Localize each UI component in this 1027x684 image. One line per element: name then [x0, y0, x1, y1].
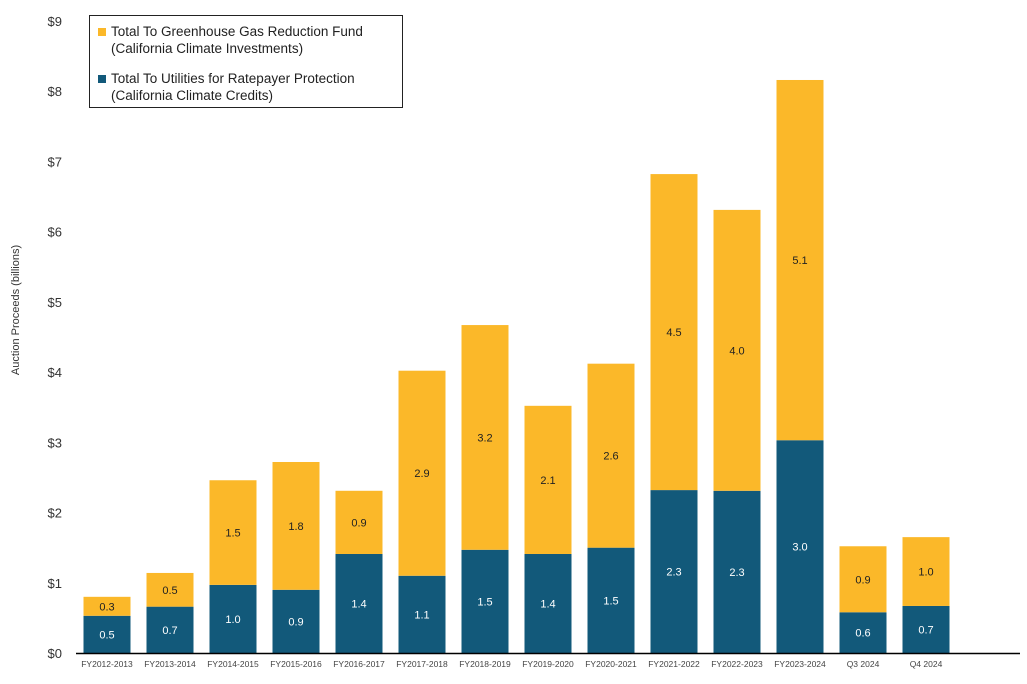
- bar-segment-ggrf: [650, 174, 698, 491]
- data-label: 1.4: [540, 598, 555, 610]
- data-label: 4.0: [729, 345, 744, 357]
- data-label: 1.5: [225, 528, 240, 540]
- bar-segment-ggrf: [272, 461, 320, 590]
- bar-segment-utilities: [272, 589, 320, 653]
- x-tick-label: FY2018-2019: [459, 659, 511, 669]
- legend-item-ggrf: Total To Greenhouse Gas Reduction Fund (…: [98, 23, 363, 57]
- bar-segment-ggrf: [902, 537, 950, 606]
- bar-segment-utilities: [839, 612, 887, 653]
- x-tick-label: FY2016-2017: [333, 659, 385, 669]
- data-label: 3.0: [792, 542, 807, 554]
- x-tick-label: FY2021-2022: [648, 659, 700, 669]
- y-tick-label: $2: [48, 506, 62, 521]
- data-label: 0.9: [351, 517, 366, 529]
- y-tick-label: $3: [48, 435, 62, 450]
- y-axis-label: Auction Proceeds (billions): [10, 245, 22, 375]
- data-label: 2.6: [603, 451, 618, 463]
- data-label: 1.5: [477, 596, 492, 608]
- data-label: 0.6: [855, 628, 870, 640]
- legend-swatch-orange: [98, 28, 106, 36]
- legend-label-line1: Total To Utilities for Ratepayer Protect…: [111, 71, 355, 86]
- bar-segment-utilities: [398, 575, 446, 653]
- data-label: 0.9: [288, 616, 303, 628]
- data-label: 1.0: [225, 614, 240, 626]
- legend-swatch-blue: [98, 75, 106, 83]
- y-tick-label: $4: [48, 365, 62, 380]
- bar-segment-ggrf: [146, 572, 194, 607]
- bar-segment-ggrf: [461, 325, 509, 550]
- y-tick-label: $6: [48, 225, 62, 240]
- bar-segment-ggrf: [209, 480, 257, 585]
- y-tick-label: $1: [48, 576, 62, 591]
- x-tick-label: Q4 2024: [910, 659, 943, 669]
- data-label: 0.5: [162, 585, 177, 597]
- bar-segment-ggrf: [83, 596, 131, 616]
- bar-segment-ggrf: [776, 79, 824, 441]
- bar-segment-utilities: [146, 606, 194, 653]
- bar-segment-utilities: [713, 490, 761, 653]
- data-label: 5.1: [792, 255, 807, 267]
- data-label: 0.7: [162, 625, 177, 637]
- data-label: 1.4: [351, 598, 366, 610]
- data-label: 2.1: [540, 475, 555, 487]
- x-tick-label: FY2020-2021: [585, 659, 637, 669]
- legend-label-line2: (California Climate Investments): [111, 41, 304, 56]
- legend-item-utilities: Total To Utilities for Ratepayer Protect…: [98, 70, 355, 104]
- y-tick-label: $0: [48, 646, 62, 661]
- x-tick-label: FY2019-2020: [522, 659, 574, 669]
- x-tick-label: FY2015-2016: [270, 659, 322, 669]
- data-label: 4.5: [666, 327, 681, 339]
- y-tick-label: $8: [48, 84, 62, 99]
- data-label: 0.7: [918, 624, 933, 636]
- bar-segment-ggrf: [524, 405, 572, 554]
- bar-segment-utilities: [524, 553, 572, 653]
- legend-label-line1: Total To Greenhouse Gas Reduction Fund: [111, 24, 363, 39]
- data-label: 1.0: [918, 567, 933, 579]
- data-label: 2.3: [666, 567, 681, 579]
- bar-segment-utilities: [461, 549, 509, 653]
- data-label: 1.8: [288, 521, 303, 533]
- data-label: 0.9: [855, 574, 870, 586]
- data-label: 0.3: [99, 601, 114, 613]
- data-label: 0.5: [99, 629, 114, 641]
- x-tick-label: FY2023-2024: [774, 659, 826, 669]
- x-tick-label: FY2013-2014: [144, 659, 196, 669]
- bar-segment-utilities: [335, 553, 383, 653]
- bar-segment-ggrf: [713, 209, 761, 491]
- y-tick-label: $9: [48, 14, 62, 29]
- bar-segment-utilities: [83, 615, 131, 653]
- legend: Total To Greenhouse Gas Reduction Fund (…: [89, 15, 403, 108]
- bar-segment-utilities: [902, 605, 950, 653]
- x-tick-label: FY2017-2018: [396, 659, 448, 669]
- bar-segment-ggrf: [335, 490, 383, 554]
- bar-segment-utilities: [650, 490, 698, 653]
- bar-segment-ggrf: [398, 370, 446, 576]
- x-tick-label: Q3 2024: [847, 659, 880, 669]
- data-label: 2.9: [414, 468, 429, 480]
- data-label: 2.3: [729, 567, 744, 579]
- data-label: 3.2: [477, 432, 492, 444]
- y-tick-label: $7: [48, 154, 62, 169]
- data-label: 1.1: [414, 609, 429, 621]
- x-tick-label: FY2014-2015: [207, 659, 259, 669]
- x-tick-label: FY2012-2013: [81, 659, 133, 669]
- x-tick-label: FY2022-2023: [711, 659, 763, 669]
- bar-segment-ggrf: [839, 546, 887, 613]
- bar-segment-utilities: [776, 440, 824, 653]
- bar-segment-utilities: [209, 584, 257, 653]
- y-tick-label: $5: [48, 295, 62, 310]
- bar-segment-utilities: [587, 547, 635, 653]
- legend-label-line2: (California Climate Credits): [111, 88, 274, 103]
- data-label: 1.5: [603, 595, 618, 607]
- bar-segment-ggrf: [587, 363, 635, 548]
